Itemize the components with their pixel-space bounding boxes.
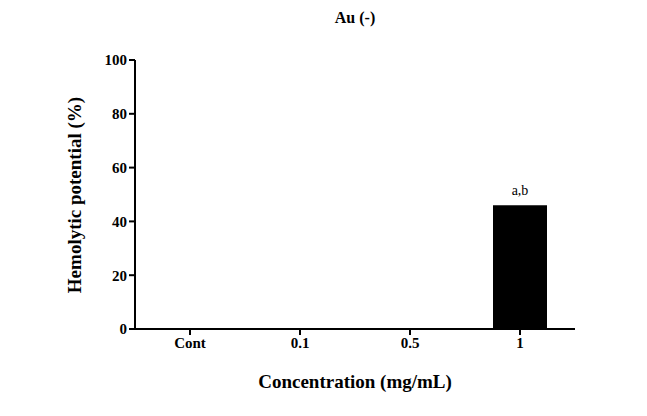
- svg-text:80: 80: [112, 106, 127, 122]
- svg-text:60: 60: [112, 160, 127, 176]
- svg-text:100: 100: [105, 52, 128, 68]
- svg-text:Cont: Cont: [174, 335, 206, 351]
- svg-text:a,b: a,b: [512, 183, 529, 198]
- svg-text:1: 1: [516, 335, 524, 351]
- html-text:Concentration (mg/mL): Concentration (mg/mL): [258, 371, 452, 392]
- svg-text:20: 20: [112, 268, 127, 284]
- html-text:Hemolytic potential (%): Hemolytic potential (%): [64, 96, 85, 293]
- svg-text:40: 40: [112, 214, 127, 230]
- svg-text:0: 0: [120, 321, 128, 337]
- svg-text:0.1: 0.1: [291, 335, 310, 351]
- html-text:Au (-): Au (-): [334, 9, 376, 26]
- svg-text:0.5: 0.5: [401, 335, 420, 351]
